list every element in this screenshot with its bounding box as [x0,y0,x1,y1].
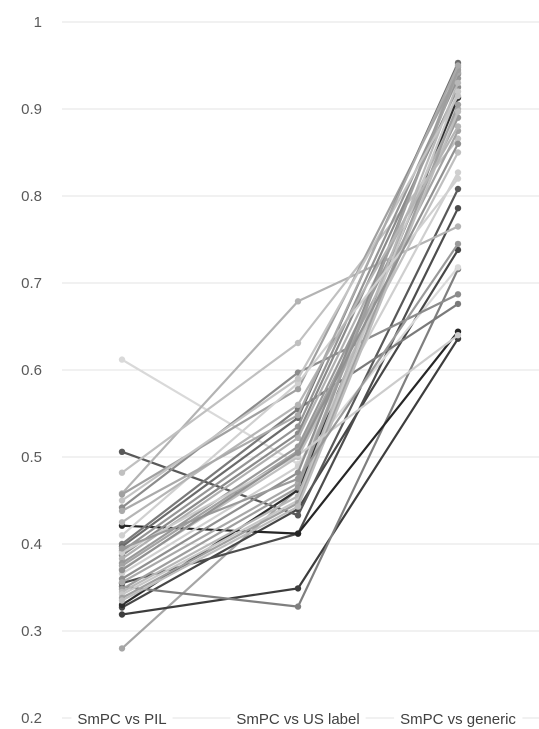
series-line [120,77,460,553]
data-point [294,434,302,442]
data-point [294,339,302,347]
data-point [118,448,126,455]
data-point [294,379,302,387]
y-tick-label: 0.8 [21,188,42,205]
series-34 [118,92,462,504]
series-line [120,73,460,580]
data-point [294,475,302,482]
data-point [454,185,462,193]
series-line [120,293,460,509]
data-point [454,175,462,182]
series-line [120,61,460,548]
data-point [294,449,302,456]
x-category-label: SmPC vs US label [236,711,359,728]
data-point [454,62,462,69]
data-point [294,530,302,537]
data-point [118,611,126,618]
data-point [454,123,462,130]
y-tick-label: 0.4 [21,536,42,553]
x-category-label: SmPC vs PIL [77,711,166,728]
series-lines [118,59,462,652]
data-point [294,375,302,382]
data-point [118,491,126,498]
data-point [294,512,302,519]
series-line [120,86,460,557]
data-point [454,108,462,115]
y-tick-label: 0.2 [21,710,42,727]
y-tick-label: 0.3 [21,623,42,640]
y-tick-label: 0.7 [21,275,42,292]
data-point [454,264,462,271]
data-point [454,240,462,248]
y-axis-tick-labels: 0.2 0.3 0.4 0.5 0.6 0.7 0.8 0.9 1 [21,14,42,727]
data-point [294,298,302,305]
data-point [454,149,462,156]
data-point [454,291,462,298]
y-tick-label: 0.5 [21,449,42,466]
data-point [294,503,302,510]
data-point [118,579,126,586]
category-label-backdrop [394,710,523,729]
data-point [294,412,302,419]
data-point [294,385,302,393]
x-category-label: SmPC vs generic [400,711,516,728]
data-point [118,519,126,526]
series-8 [118,185,462,519]
data-point [294,469,302,476]
data-point [294,603,302,610]
data-point [454,300,462,308]
data-point [454,205,462,212]
data-point [118,507,126,515]
data-point [454,135,462,142]
series-29 [118,108,462,604]
data-point [118,356,126,363]
series-31 [118,240,462,552]
data-point [118,566,126,574]
x-axis-category-labels: SmPC vs PIL SmPC vs US label SmPC vs gener… [71,710,523,729]
y-tick-label: 1 [34,14,42,31]
series-1 [118,63,462,652]
series-35 [118,62,462,515]
data-point [454,223,462,230]
y-tick-label: 0.6 [21,362,42,379]
series-36 [118,140,462,574]
data-point [118,597,126,604]
data-point [454,92,462,100]
data-point [454,140,462,147]
data-point [118,497,126,504]
data-point [454,79,462,87]
data-point [118,545,126,552]
data-point [454,332,462,339]
category-label-backdrop [71,710,173,729]
series-line [120,90,460,596]
data-point [118,469,126,476]
data-point [454,246,462,254]
y-tick-label: 0.9 [21,101,42,118]
data-point [118,601,126,609]
data-point [454,101,462,108]
data-point [118,532,126,539]
series-33 [118,123,462,526]
data-point [294,401,302,408]
data-point [118,645,126,652]
category-label-backdrop [230,710,366,729]
data-point [294,585,302,592]
data-point [454,169,462,176]
